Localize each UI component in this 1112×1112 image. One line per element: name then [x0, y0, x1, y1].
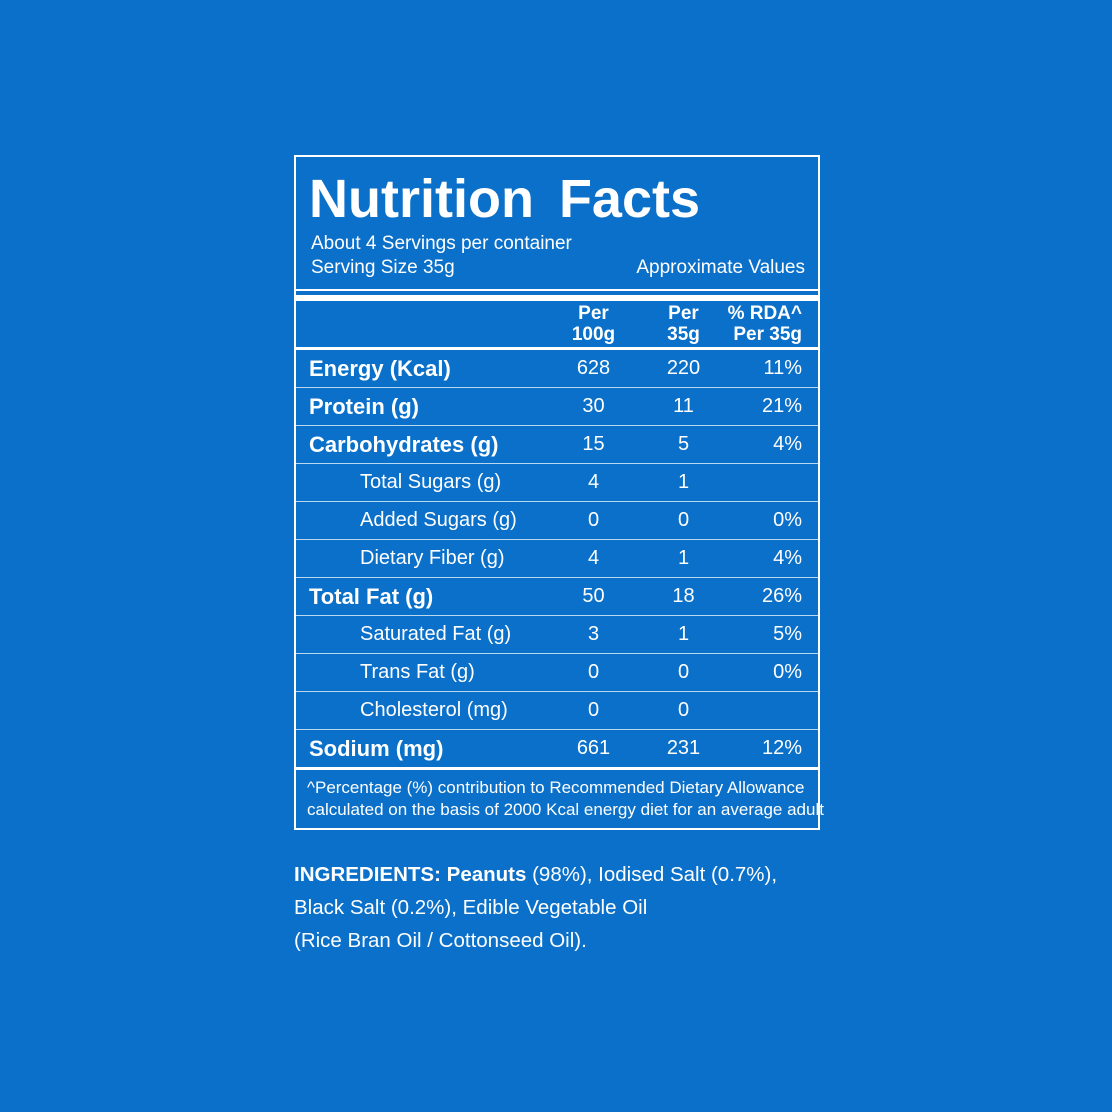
- separator-thick: [296, 295, 818, 301]
- row-total-sugars: Total Sugars (g) 4 1: [296, 463, 818, 501]
- row-dietary-fiber: Dietary Fiber (g) 4 1 4%: [296, 539, 818, 577]
- serving-size: Serving Size 35g: [311, 257, 455, 278]
- column-headers: Per 100g Per 35g % RDA^ Per 35g: [296, 301, 818, 347]
- separator-medium-bottom: [296, 767, 818, 770]
- ingredients-line-2: Black Salt (0.2%), Edible Vegetable Oil: [294, 896, 648, 919]
- separator-gap: [296, 291, 818, 295]
- row-saturated-fat: Saturated Fat (g) 3 1 5%: [296, 615, 818, 653]
- row-total-fat: Total Fat (g) 50 18 26%: [296, 577, 818, 615]
- ingredients-text: INGREDIENTS: Peanuts (98%), Iodised Salt…: [294, 858, 874, 957]
- panel-header: Nutrition Facts About 4 Servings per con…: [296, 157, 818, 289]
- serving-size-row: Serving Size 35g Approximate Values: [309, 256, 805, 280]
- row-sodium: Sodium (mg) 661 231 12%: [296, 729, 818, 767]
- ingredients-first-item: Peanuts: [446, 863, 527, 886]
- column-header-per-100g: Per 100g: [571, 303, 616, 345]
- nutrient-table: Energy (Kcal) 628 220 11% Protein (g) 30…: [296, 350, 818, 767]
- ingredients-line-1: INGREDIENTS: Peanuts (98%), Iodised Salt…: [294, 863, 778, 886]
- servings-per-container: About 4 Servings per container: [311, 233, 572, 254]
- separator-medium: [296, 347, 818, 350]
- rda-footnote: ^Percentage (%) contribution to Recommen…: [307, 778, 824, 819]
- column-header-rda: % RDA^ Per 35g: [727, 303, 802, 345]
- row-trans-fat: Trans Fat (g) 0 0 0%: [296, 653, 818, 691]
- nutrition-facts-title: Nutrition Facts: [309, 169, 701, 229]
- separator-thin: [296, 289, 818, 291]
- row-added-sugars: Added Sugars (g) 0 0 0%: [296, 501, 818, 539]
- ingredients-heading: INGREDIENTS:: [294, 863, 441, 886]
- ingredients-line-3: (Rice Bran Oil / Cottonseed Oil).: [294, 929, 587, 952]
- nutrition-facts-panel: Nutrition Facts About 4 Servings per con…: [294, 155, 824, 830]
- approximate-values: Approximate Values: [636, 257, 805, 278]
- row-carbohydrates: Carbohydrates (g) 15 5 4%: [296, 425, 818, 463]
- column-header-per-35g: Per 35g: [667, 303, 700, 345]
- row-energy: Energy (Kcal) 628 220 11%: [309, 355, 802, 381]
- row-protein: Protein (g) 30 11 21%: [296, 387, 818, 425]
- row-cholesterol: Cholesterol (mg) 0 0: [296, 691, 818, 729]
